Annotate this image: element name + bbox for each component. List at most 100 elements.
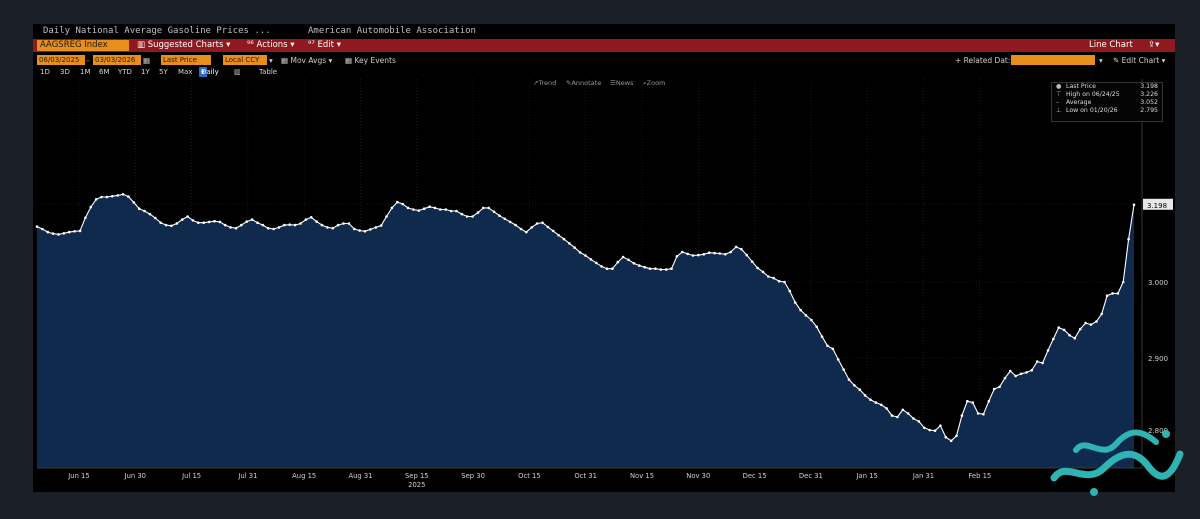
chart-type-label[interactable]: Line Chart (1089, 40, 1133, 50)
data-point (1100, 312, 1103, 316)
data-point (444, 208, 448, 211)
data-point (256, 221, 259, 224)
data-point (197, 221, 200, 224)
data-point (1057, 326, 1060, 329)
data-point (638, 264, 641, 267)
mov-avgs-toggle[interactable]: ▦ Mov Avgs ▾ (281, 56, 333, 65)
data-point (84, 216, 87, 219)
data-point (78, 229, 82, 233)
data-point (1084, 321, 1087, 325)
data-point (390, 206, 394, 210)
legend-high-value: 3.226 (1140, 91, 1158, 98)
data-point (992, 387, 996, 391)
key-events-toggle[interactable]: ▦ Key Events (345, 56, 396, 65)
data-point (1073, 336, 1077, 340)
data-point (1068, 333, 1071, 337)
trend-tool[interactable]: ↗ Trend (533, 79, 557, 87)
data-point (691, 254, 695, 257)
start-date-field[interactable]: 06/03/2025 (37, 55, 85, 65)
legend-row-high: ⊤ High on 06/24/25 3.226 (1052, 91, 1162, 99)
data-point (1025, 371, 1028, 374)
period-1y[interactable]: 1Y (141, 68, 150, 76)
related-dat-chevron-icon[interactable]: ▾ (1099, 56, 1103, 65)
price-area (37, 194, 1134, 469)
news-tool[interactable]: ☰ News (610, 79, 634, 87)
data-point (632, 262, 636, 265)
data-point (272, 227, 275, 231)
annotate-tool[interactable]: ✎ Annotate (566, 79, 602, 87)
period-1d[interactable]: 1D (40, 68, 50, 76)
data-point (299, 222, 302, 225)
frequency-dropdown[interactable]: Daily ▾ (199, 67, 219, 77)
table-toggle[interactable]: Table (259, 68, 278, 76)
data-point (207, 220, 211, 224)
data-point (955, 434, 958, 438)
annotate-label: Annotate (571, 79, 602, 87)
data-point (508, 220, 512, 224)
data-point (68, 230, 71, 234)
period-5y[interactable]: 5Y (159, 68, 168, 76)
ticker-field[interactable]: AAGSREG Index (37, 40, 129, 51)
data-point (562, 237, 566, 241)
data-point (417, 209, 421, 212)
data-point (578, 251, 582, 254)
data-point (836, 358, 840, 361)
data-point (831, 347, 835, 351)
x-tick-label: Oct 15 (518, 472, 541, 480)
period-6m[interactable]: 6M (99, 68, 110, 76)
period-1m[interactable]: 1M (80, 68, 91, 76)
data-point (218, 220, 222, 224)
bloomberg-chart-panel: Daily National Average Gasoline Prices .… (33, 24, 1175, 492)
data-point (1089, 323, 1093, 326)
calendar-icon[interactable]: ▦ (143, 56, 151, 65)
data-point (681, 250, 684, 254)
period-3d[interactable]: 3D (60, 68, 70, 76)
field-dropdown[interactable]: Last Price (161, 55, 211, 65)
data-point (858, 388, 862, 392)
end-date-field[interactable]: 03/03/2026 (93, 55, 141, 65)
chart-icon[interactable]: ▥ (234, 68, 241, 76)
x-tick-label: Jul 15 (181, 472, 201, 480)
data-point (707, 251, 711, 254)
data-point (869, 398, 872, 402)
data-point (159, 221, 162, 224)
related-dat-label[interactable]: + Related Dat: (955, 56, 1011, 65)
zoom-tool[interactable]: ⌕ Zoom (643, 79, 666, 87)
data-point (213, 219, 216, 223)
export-icon[interactable]: ⇪▾ (1148, 40, 1160, 50)
data-point (702, 253, 706, 256)
data-point (121, 193, 125, 196)
data-point (143, 209, 146, 213)
data-point (777, 279, 781, 283)
data-point (1132, 203, 1136, 207)
x-tick-label: Aug 31 (348, 472, 372, 480)
edit-chart-button[interactable]: ✎ Edit Chart ▾ (1113, 56, 1166, 65)
data-point (1014, 374, 1017, 378)
period-ytd[interactable]: YTD (118, 68, 132, 76)
data-point (525, 230, 528, 234)
x-tick-label: Dec 15 (743, 472, 767, 480)
suggested-charts-menu[interactable]: ▥ Suggested Charts ▾ (137, 40, 231, 50)
actions-label: Actions (256, 40, 288, 50)
data-point (557, 233, 560, 237)
currency-chevron-icon[interactable]: ▾ (269, 56, 273, 65)
data-point (1111, 292, 1114, 295)
x-tick-label: Jun 30 (124, 472, 146, 480)
data-point (535, 222, 539, 225)
data-point (810, 318, 813, 322)
edit-menu[interactable]: ⁹⁷ Edit ▾ (308, 40, 341, 50)
data-point (320, 223, 324, 227)
currency-dropdown[interactable]: Local CCY (223, 55, 267, 65)
data-point (310, 216, 313, 219)
related-dat-text: Related Dat (963, 56, 1008, 65)
data-point (137, 207, 141, 210)
chart-controls: 06/03/2025 – 03/03/2026 ▦ Last Price Loc… (33, 55, 1175, 66)
data-point (772, 276, 775, 280)
period-max[interactable]: Max (178, 68, 193, 76)
actions-menu[interactable]: ⁹⁶ Actions ▾ (247, 40, 295, 50)
data-point (890, 414, 894, 417)
related-dat-field[interactable] (1011, 55, 1095, 65)
data-point (62, 232, 66, 235)
data-point (670, 267, 673, 270)
suggested-charts-label: Suggested Charts (147, 40, 224, 50)
